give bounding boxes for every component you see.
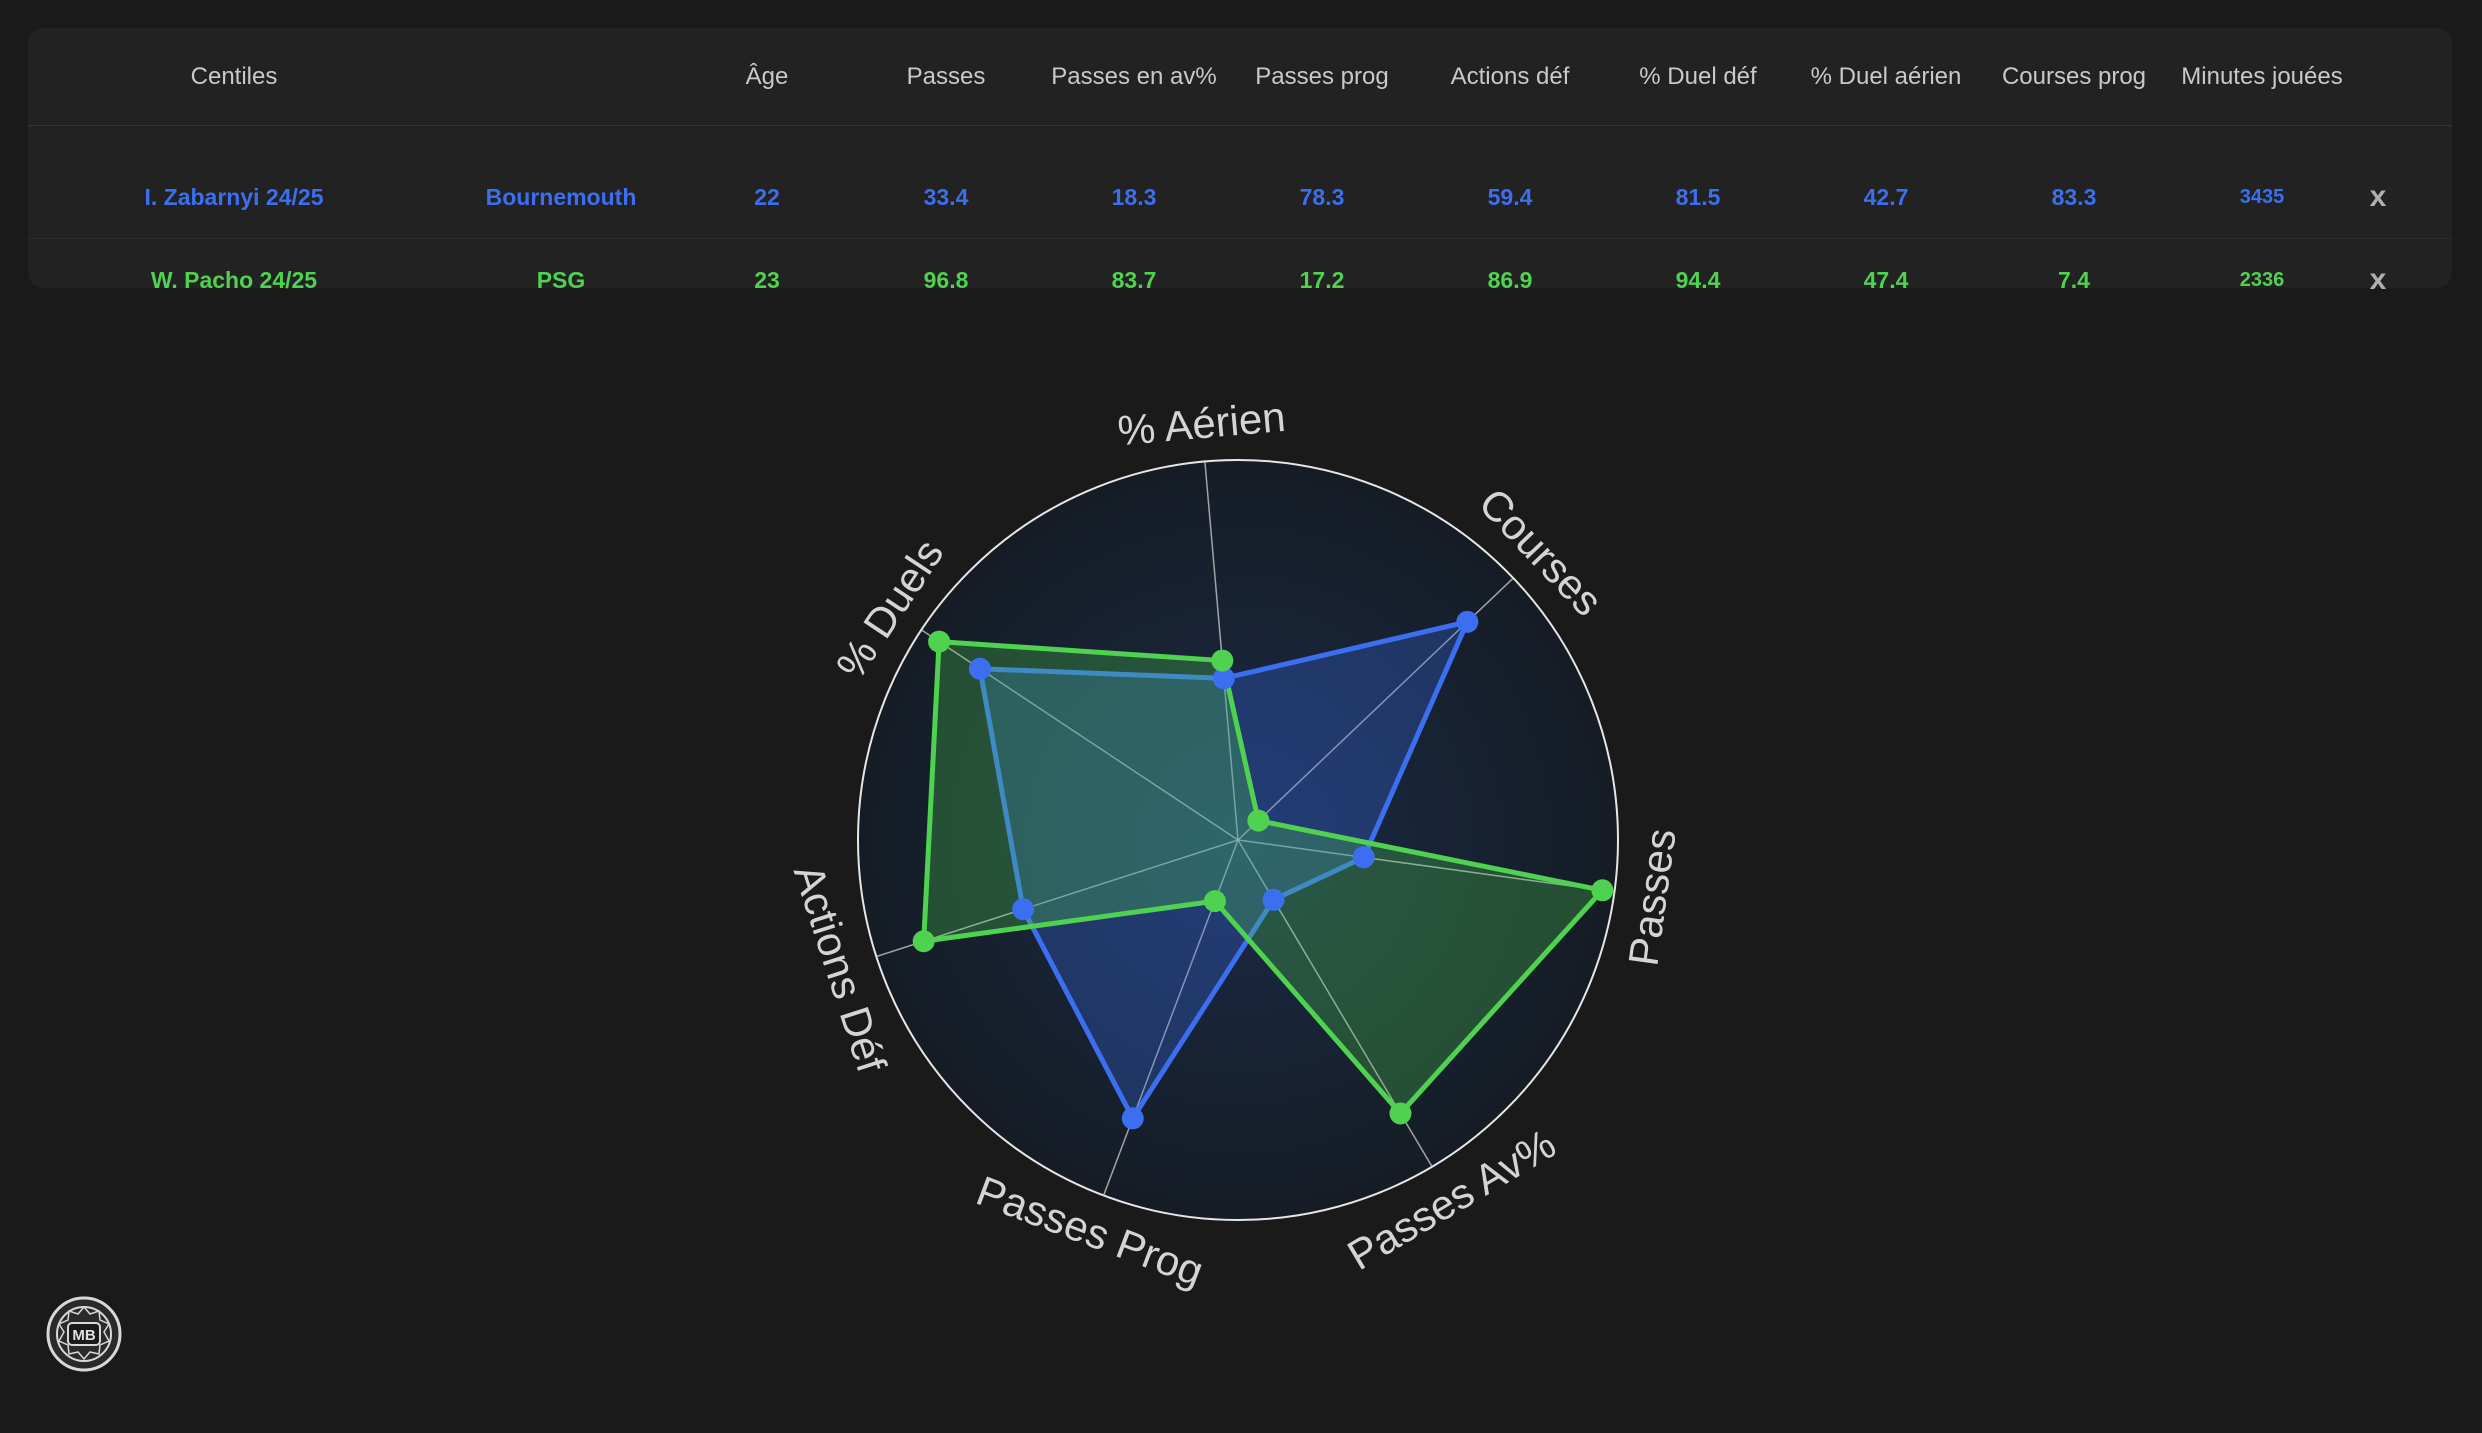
age-value: 22 xyxy=(754,183,780,210)
radar-series-1 xyxy=(921,639,1605,1116)
age-value: 23 xyxy=(754,266,780,293)
radar-point[interactable] xyxy=(1456,610,1479,633)
radar-point[interactable] xyxy=(1389,1102,1412,1125)
header-duel-aerien: % Duel aérien xyxy=(1810,63,1962,90)
passes-prog-value: 78.3 xyxy=(1299,183,1345,210)
brand-logo: MB xyxy=(46,1296,122,1372)
passes-value: 96.8 xyxy=(923,266,969,293)
header-age: Âge xyxy=(745,63,789,90)
player-name[interactable]: I. Zabarnyi 24/25 xyxy=(144,183,324,210)
radar-point[interactable] xyxy=(1121,1107,1144,1130)
minutes-value: 2336 xyxy=(2239,268,2285,291)
radar-point[interactable] xyxy=(1212,667,1235,690)
radar-axis-label: Passes xyxy=(1619,826,1684,969)
actions-def-value: 59.4 xyxy=(1487,183,1533,210)
duel-def-value: 81.5 xyxy=(1675,183,1721,210)
remove-player-button[interactable]: x xyxy=(2369,180,2387,213)
header-courses-prog: Courses prog xyxy=(2001,63,2147,90)
header-passes-prog: Passes prog xyxy=(1255,63,1389,90)
header-duel-def: % Duel déf xyxy=(1639,63,1757,90)
radar-point[interactable] xyxy=(1352,846,1375,869)
radar-point[interactable] xyxy=(928,630,951,653)
remove-player-button[interactable]: x xyxy=(2369,263,2387,296)
header-minutes: Minutes jouées xyxy=(2181,63,2343,90)
comparison-table: Centiles Âge Passes Passes en av% Passes… xyxy=(28,28,2452,296)
team-name: PSG xyxy=(536,266,586,293)
radar-point[interactable] xyxy=(912,930,935,953)
passes-prog-value: 17.2 xyxy=(1299,266,1345,293)
minutes-value: 3435 xyxy=(2239,185,2285,208)
actions-def-value: 86.9 xyxy=(1487,266,1533,293)
radar-point[interactable] xyxy=(1012,898,1035,921)
header-centiles: Centiles xyxy=(190,63,278,90)
passes-av-value: 18.3 xyxy=(1111,183,1157,210)
player-name[interactable]: W. Pacho 24/25 xyxy=(150,266,318,293)
table-header: Centiles Âge Passes Passes en av% Passes… xyxy=(28,28,2452,126)
table-row: I. Zabarnyi 24/25 Bournemouth 22 33.4 18… xyxy=(28,156,2452,239)
radar-spoke xyxy=(1237,839,1615,893)
header-passes-av: Passes en av% xyxy=(1051,63,1217,90)
courses-prog-value: 83.3 xyxy=(2051,183,2097,210)
logo-text: MB xyxy=(72,1327,95,1344)
radar-series-group xyxy=(912,610,1614,1130)
table-row: W. Pacho 24/25 PSG 23 96.8 83.7 17.2 86.… xyxy=(28,239,2452,321)
radar-point[interactable] xyxy=(1262,888,1285,911)
team-name: Bournemouth xyxy=(485,183,637,210)
duel-def-value: 94.4 xyxy=(1675,266,1721,293)
radar-point[interactable] xyxy=(1203,890,1226,913)
radar-point[interactable] xyxy=(1211,649,1234,672)
header-passes: Passes xyxy=(906,63,986,90)
radar-series-0 xyxy=(977,619,1470,1121)
radar-point[interactable] xyxy=(1247,809,1270,832)
radar-point[interactable] xyxy=(968,657,991,680)
passes-value: 33.4 xyxy=(923,183,969,210)
duel-aerien-value: 47.4 xyxy=(1863,266,1909,293)
passes-av-value: 83.7 xyxy=(1111,266,1157,293)
radar-point[interactable] xyxy=(1591,879,1614,902)
courses-prog-value: 7.4 xyxy=(2058,266,2090,293)
radar-axis-label: % Aérien xyxy=(1116,393,1288,454)
header-actions-def: Actions déf xyxy=(1450,63,1570,90)
duel-aerien-value: 42.7 xyxy=(1863,183,1909,210)
